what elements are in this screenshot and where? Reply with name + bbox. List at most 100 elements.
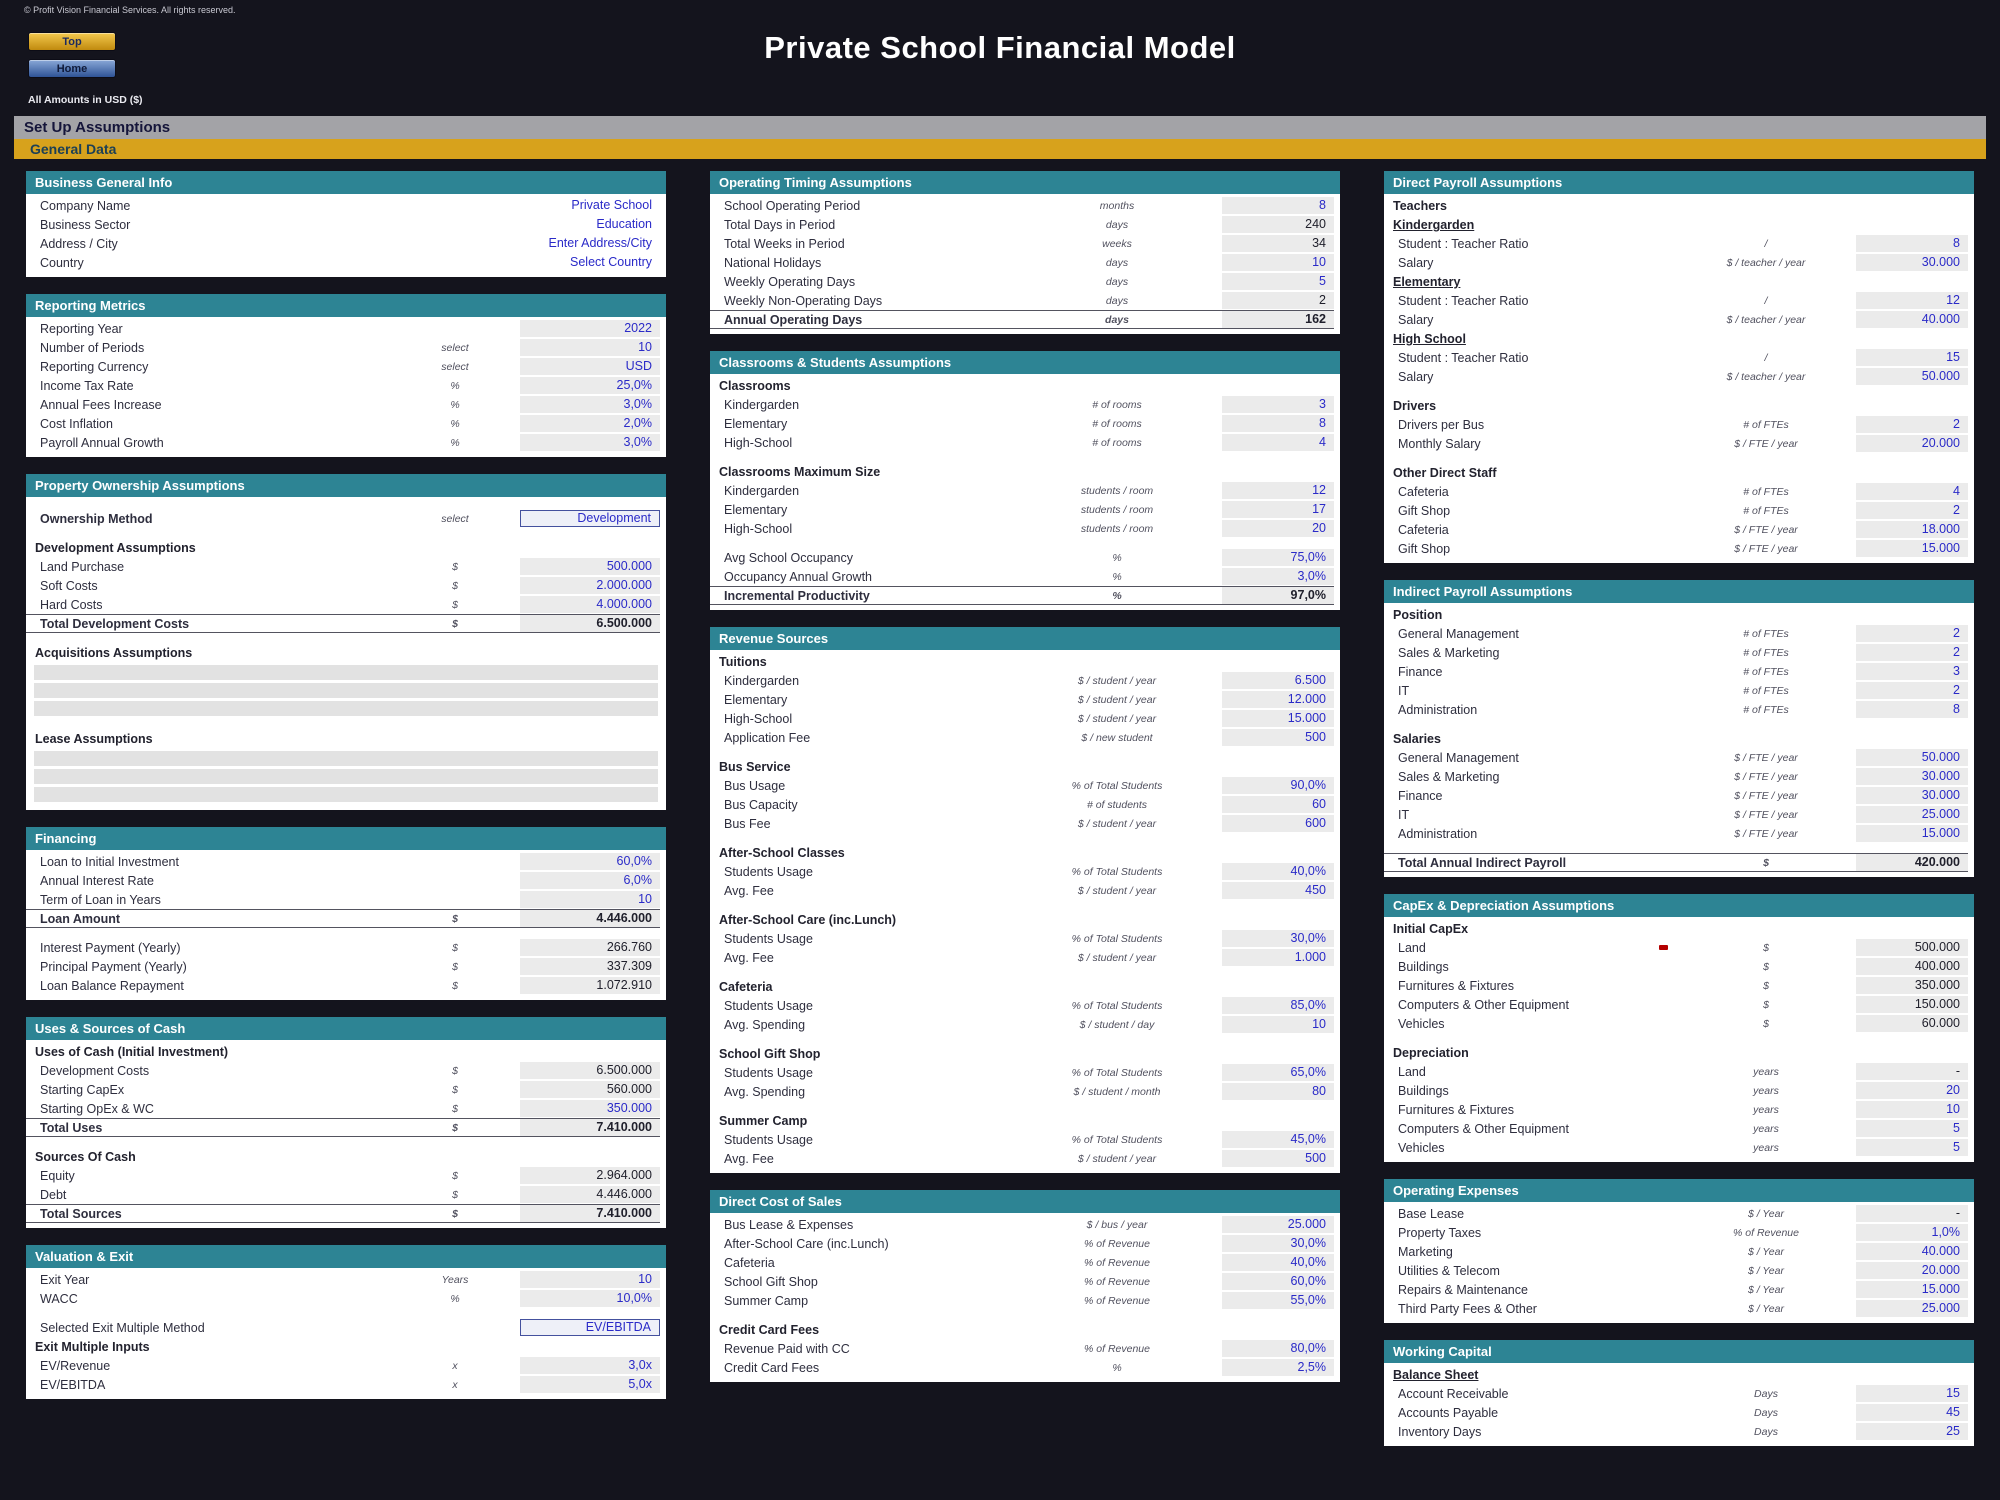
cell-value-vehicles[interactable]: 60.000 [1856, 1015, 1968, 1032]
cell-value-third-party-fees-other[interactable]: 25.000 [1856, 1300, 1968, 1317]
cell-value-summer-camp[interactable]: 55,0% [1222, 1292, 1334, 1309]
cell-value-land[interactable]: 500.000 [1856, 939, 1968, 956]
cell-value-wacc[interactable]: 10,0% [520, 1290, 660, 1307]
cell-value-ev-ebitda[interactable]: 5,0x [520, 1376, 660, 1393]
cell-value-computers-other-equipment[interactable]: 5 [1856, 1120, 1968, 1137]
cell-value-elementary[interactable]: 8 [1222, 415, 1334, 432]
cell-value-sales-marketing[interactable]: 2 [1856, 644, 1968, 661]
cell-value-finance[interactable]: 3 [1856, 663, 1968, 680]
cell-value-bus-fee[interactable]: 600 [1222, 815, 1334, 832]
cell-value-student-teacher-ratio[interactable]: 8 [1856, 235, 1968, 252]
cell-value-base-lease[interactable]: - [1856, 1205, 1968, 1222]
cell-value-general-management[interactable]: 50.000 [1856, 749, 1968, 766]
cell-value-students-usage[interactable]: 65,0% [1222, 1064, 1334, 1081]
cell-value-accounts-payable[interactable]: 45 [1856, 1404, 1968, 1421]
cell-value-salary[interactable]: 30.000 [1856, 254, 1968, 271]
cell-value-ownership-method[interactable]: Development [520, 510, 660, 527]
home-button[interactable]: Home [28, 59, 116, 78]
cell-value-avg-school-occupancy[interactable]: 75,0% [1222, 549, 1334, 566]
cell-value-high-school[interactable]: 20 [1222, 520, 1334, 537]
cell-value-bus-usage[interactable]: 90,0% [1222, 777, 1334, 794]
cell-value-high-school[interactable]: 15.000 [1222, 710, 1334, 727]
cell-value-after-school-care-inc-lunch[interactable]: 30,0% [1222, 1235, 1334, 1252]
cell-value-kindergarden[interactable]: 3 [1222, 396, 1334, 413]
cell-value-computers-other-equipment[interactable]: 150.000 [1856, 996, 1968, 1013]
cell-value-total-annual-indirect-payroll[interactable]: 420.000 [1856, 854, 1968, 871]
cell-value-annual-fees-increase[interactable]: 3,0% [520, 396, 660, 413]
cell-value-starting-opex-wc[interactable]: 350.000 [520, 1100, 660, 1117]
cell-value-selected-exit-multiple-method[interactable]: EV/EBITDA [520, 1319, 660, 1336]
cell-value-cafeteria[interactable]: 18.000 [1856, 521, 1968, 538]
cell-value-gift-shop[interactable]: 15.000 [1856, 540, 1968, 557]
cell-value-annual-interest-rate[interactable]: 6,0% [520, 872, 660, 889]
cell-value-elementary[interactable]: 17 [1222, 501, 1334, 518]
cell-value-furnitures-fixtures[interactable]: 350.000 [1856, 977, 1968, 994]
cell-value-avg-fee[interactable]: 1.000 [1222, 949, 1334, 966]
cell-value-finance[interactable]: 30.000 [1856, 787, 1968, 804]
cell-value-kindergarden[interactable]: 6.500 [1222, 672, 1334, 689]
cell-value-kindergarden[interactable]: 12 [1222, 482, 1334, 499]
cell-value-reporting-year[interactable]: 2022 [520, 320, 660, 337]
cell-value-buildings[interactable]: 400.000 [1856, 958, 1968, 975]
cell-value-cafeteria[interactable]: 4 [1856, 483, 1968, 500]
cell-value-total-days-in-period[interactable]: 240 [1222, 216, 1334, 233]
cell-value-business-sector[interactable]: Education [596, 217, 652, 231]
cell-value-general-management[interactable]: 2 [1856, 625, 1968, 642]
cell-value-school-operating-period[interactable]: 8 [1222, 197, 1334, 214]
cell-value-incremental-productivity[interactable]: 97,0% [1222, 587, 1334, 604]
cell-value-students-usage[interactable]: 45,0% [1222, 1131, 1334, 1148]
cell-value-exit-year[interactable]: 10 [520, 1271, 660, 1288]
cell-value-hard-costs[interactable]: 4.000.000 [520, 596, 660, 613]
cell-value-bus-capacity[interactable]: 60 [1222, 796, 1334, 813]
cell-value-total-sources[interactable]: 7.410.000 [520, 1205, 660, 1222]
cell-value-land[interactable]: - [1856, 1063, 1968, 1080]
cell-value-it[interactable]: 2 [1856, 682, 1968, 699]
cell-value-students-usage[interactable]: 85,0% [1222, 997, 1334, 1014]
cell-value-loan-to-initial-investment[interactable]: 60,0% [520, 853, 660, 870]
cell-value-total-development-costs[interactable]: 6.500.000 [520, 615, 660, 632]
cell-value-administration[interactable]: 15.000 [1856, 825, 1968, 842]
cell-value-payroll-annual-growth[interactable]: 3,0% [520, 434, 660, 451]
cell-value-ev-revenue[interactable]: 3,0x [520, 1357, 660, 1374]
cell-value-avg-spending[interactable]: 10 [1222, 1016, 1334, 1033]
cell-value-term-of-loan-in-years[interactable]: 10 [520, 891, 660, 908]
cell-value-number-of-periods[interactable]: 10 [520, 339, 660, 356]
cell-value-interest-payment-yearly[interactable]: 266.760 [520, 939, 660, 956]
cell-value-cost-inflation[interactable]: 2,0% [520, 415, 660, 432]
cell-value-student-teacher-ratio[interactable]: 12 [1856, 292, 1968, 309]
cell-value-avg-spending[interactable]: 80 [1222, 1083, 1334, 1100]
cell-value-furnitures-fixtures[interactable]: 10 [1856, 1101, 1968, 1118]
cell-value-repairs-maintenance[interactable]: 15.000 [1856, 1281, 1968, 1298]
cell-value-starting-capex[interactable]: 560.000 [520, 1081, 660, 1098]
cell-value-principal-payment-yearly[interactable]: 337.309 [520, 958, 660, 975]
cell-value-loan-amount[interactable]: 4.446.000 [520, 910, 660, 927]
cell-value-equity[interactable]: 2.964.000 [520, 1167, 660, 1184]
cell-value-income-tax-rate[interactable]: 25,0% [520, 377, 660, 394]
cell-value-total-weeks-in-period[interactable]: 34 [1222, 235, 1334, 252]
cell-value-application-fee[interactable]: 500 [1222, 729, 1334, 746]
cell-value-avg-fee[interactable]: 500 [1222, 1150, 1334, 1167]
cell-value-salary[interactable]: 40.000 [1856, 311, 1968, 328]
cell-value-salary[interactable]: 50.000 [1856, 368, 1968, 385]
cell-value-loan-balance-repayment[interactable]: 1.072.910 [520, 977, 660, 994]
cell-value-high-school[interactable]: 4 [1222, 434, 1334, 451]
cell-value-credit-card-fees[interactable]: 2,5% [1222, 1359, 1334, 1376]
cell-value-weekly-operating-days[interactable]: 5 [1222, 273, 1334, 290]
cell-value-it[interactable]: 25.000 [1856, 806, 1968, 823]
cell-value-annual-operating-days[interactable]: 162 [1222, 311, 1334, 328]
cell-value-total-uses[interactable]: 7.410.000 [520, 1119, 660, 1136]
cell-value-buildings[interactable]: 20 [1856, 1082, 1968, 1099]
cell-value-country[interactable]: Select Country [570, 255, 652, 269]
cell-value-avg-fee[interactable]: 450 [1222, 882, 1334, 899]
cell-value-bus-lease-expenses[interactable]: 25.000 [1222, 1216, 1334, 1233]
cell-value-school-gift-shop[interactable]: 60,0% [1222, 1273, 1334, 1290]
cell-value-utilities-telecom[interactable]: 20.000 [1856, 1262, 1968, 1279]
cell-value-debt[interactable]: 4.446.000 [520, 1186, 660, 1203]
cell-value-students-usage[interactable]: 40,0% [1222, 863, 1334, 880]
cell-value-reporting-currency[interactable]: USD [520, 358, 660, 375]
cell-value-account-receivable[interactable]: 15 [1856, 1385, 1968, 1402]
cell-value-students-usage[interactable]: 30,0% [1222, 930, 1334, 947]
cell-value-company-name[interactable]: Private School [571, 198, 652, 212]
cell-value-drivers-per-bus[interactable]: 2 [1856, 416, 1968, 433]
cell-value-cafeteria[interactable]: 40,0% [1222, 1254, 1334, 1271]
